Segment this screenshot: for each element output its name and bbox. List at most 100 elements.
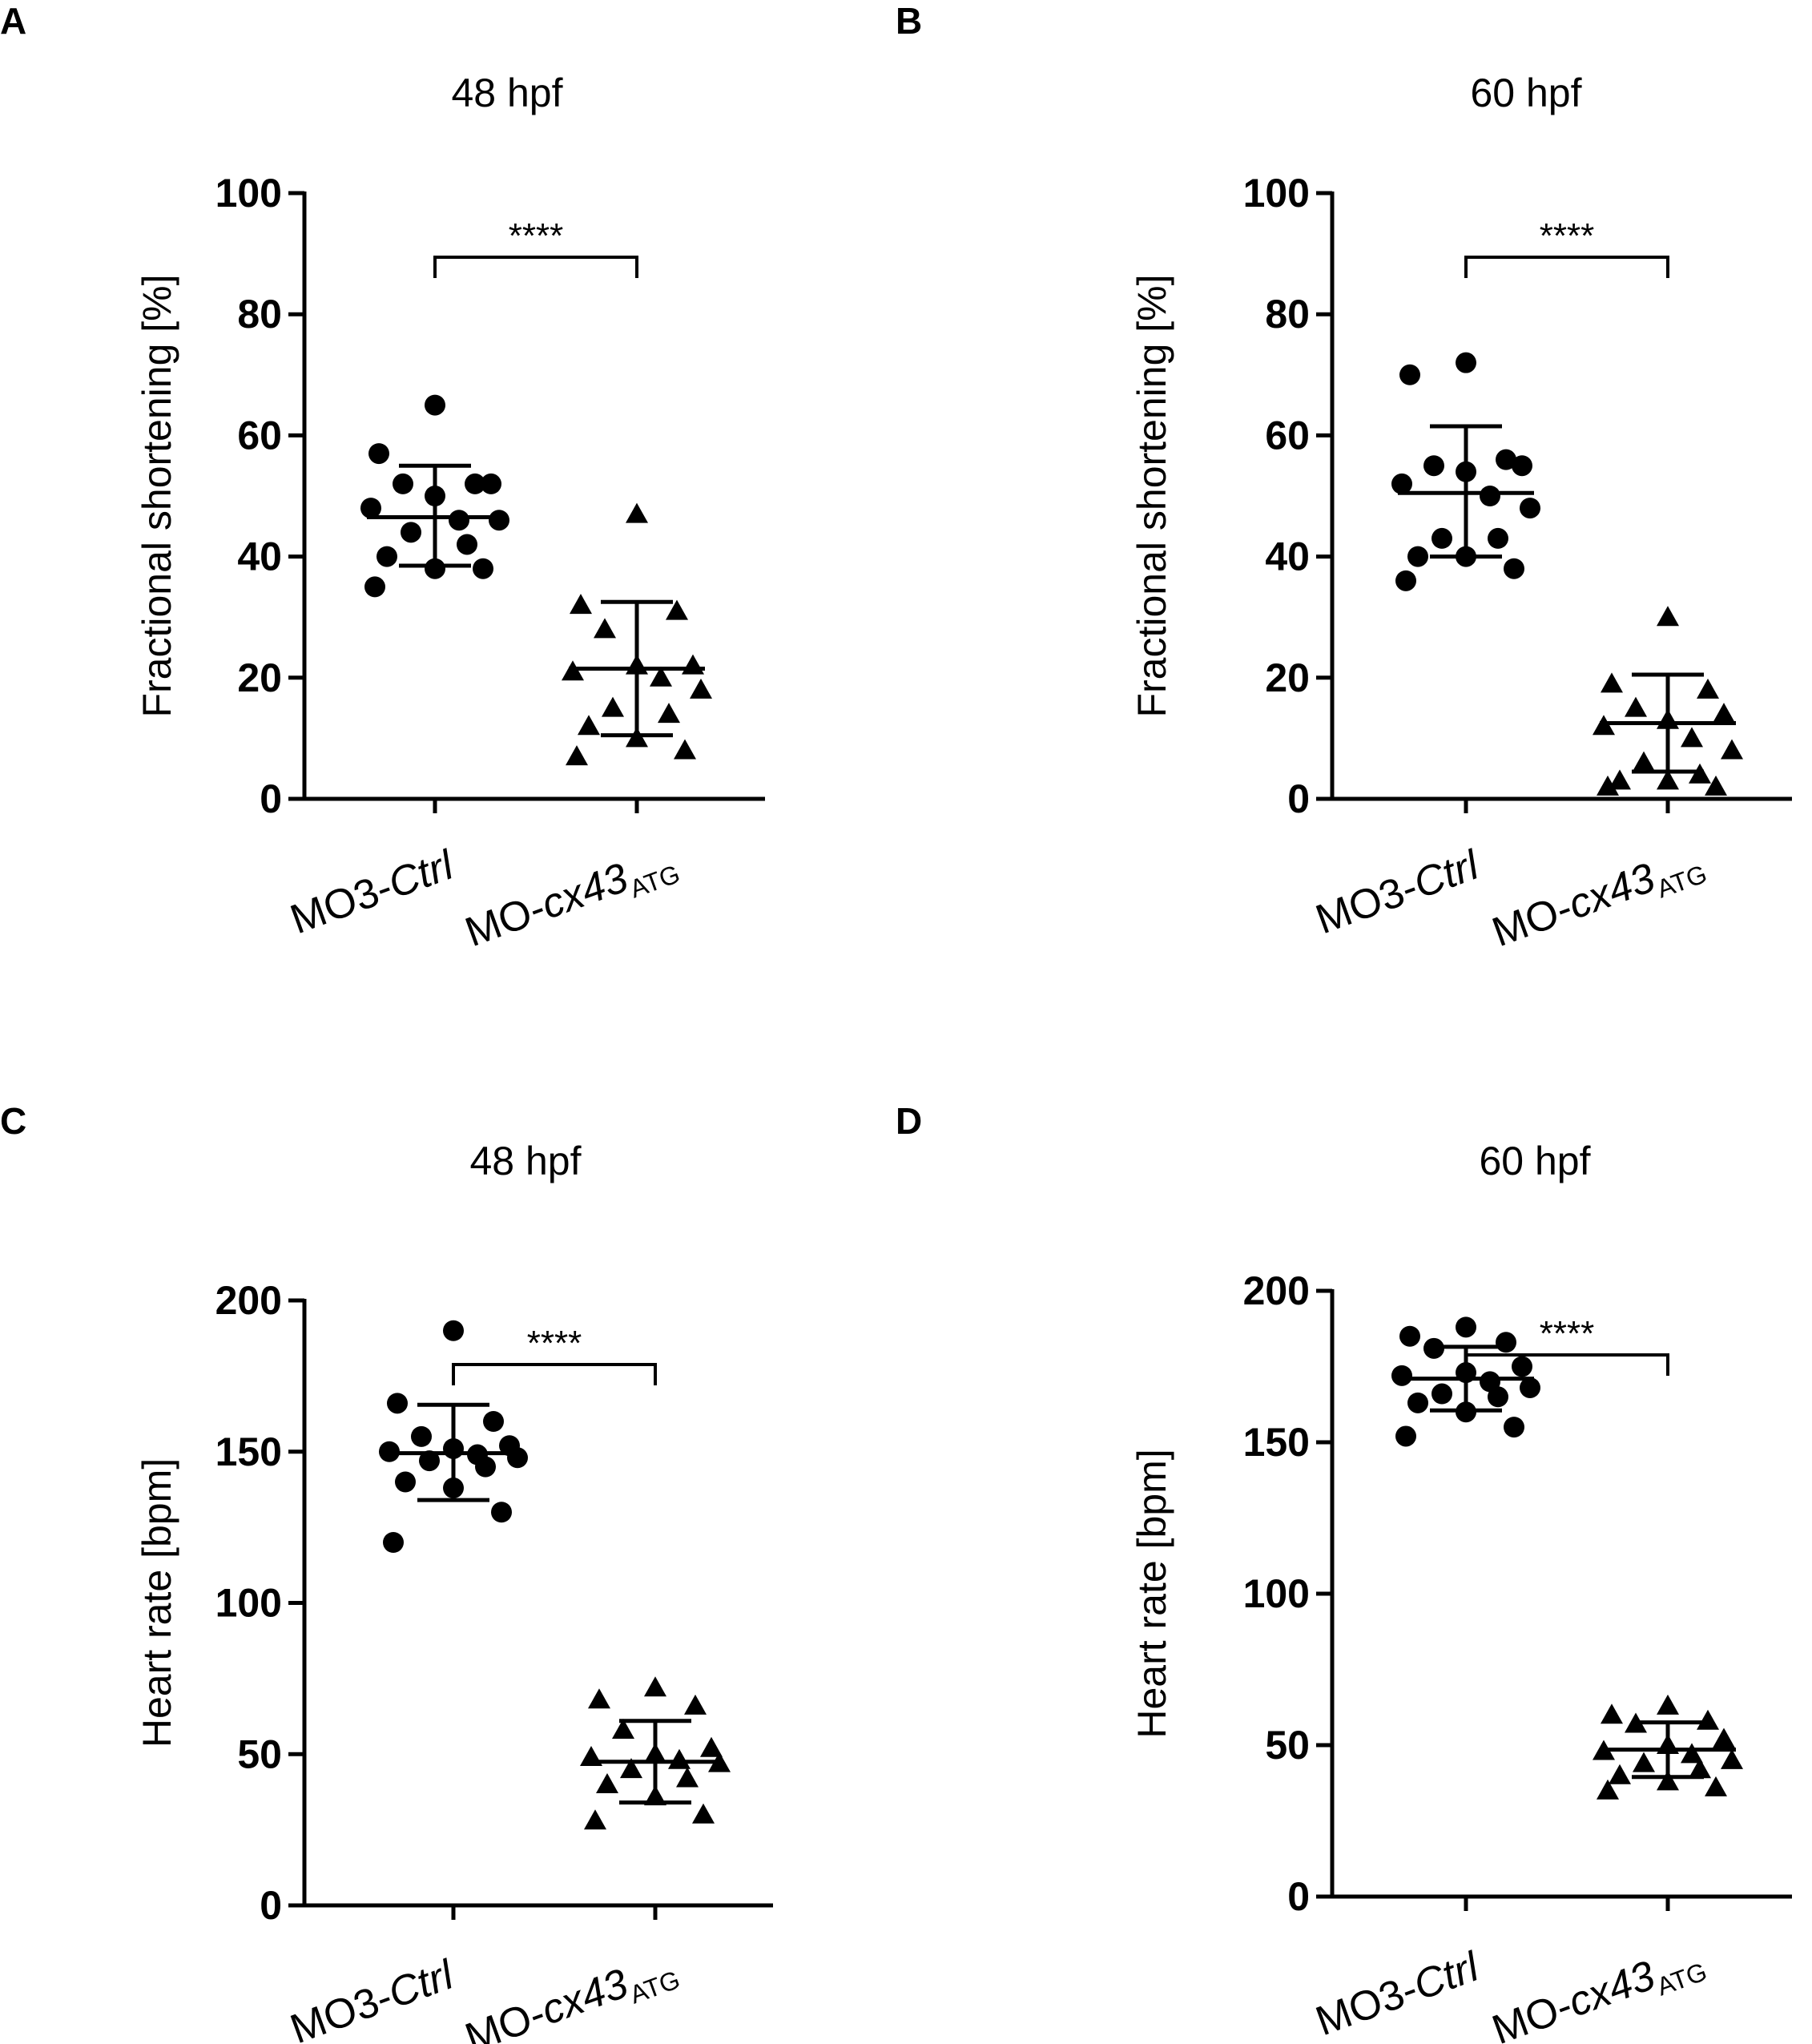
y-tick-label: 0 [260, 776, 282, 821]
data-point [1705, 775, 1727, 796]
data-point [1488, 1386, 1508, 1408]
data-point [690, 678, 712, 699]
panel-title: 48 hpf [451, 71, 562, 115]
data-point [666, 599, 688, 620]
data-point [578, 715, 600, 736]
data-point [395, 1471, 416, 1493]
series-triangle [1593, 606, 1743, 796]
y-axis-label: Heart rate [bpm] [1129, 1449, 1174, 1738]
data-point [449, 510, 469, 531]
data-point [650, 666, 672, 687]
y-tick-label: 0 [1287, 776, 1310, 821]
data-point [566, 745, 588, 766]
data-point [692, 1803, 715, 1824]
data-point [1705, 1776, 1727, 1796]
data-point [507, 1447, 528, 1469]
data-point [457, 534, 477, 555]
data-point [1713, 703, 1735, 724]
data-point [393, 473, 413, 494]
y-tick-label: 80 [1265, 292, 1310, 337]
data-point [1496, 449, 1516, 470]
data-point [626, 502, 648, 523]
data-point [383, 1532, 404, 1553]
category-label-gene: cx43 [1562, 855, 1661, 929]
category-label: MO3-Ctrl [284, 1951, 460, 2044]
data-point [443, 1320, 464, 1341]
panel-b: B 60 hpf 0 20 40 60 80 100 Fractional shortening… [896, 0, 1792, 956]
data-point [481, 473, 501, 494]
data-point [1512, 1356, 1532, 1377]
data-point [1480, 486, 1500, 506]
data-point [368, 443, 389, 465]
y-axis-label: Heart rate [bpm] [135, 1458, 179, 1748]
series-circle [379, 1320, 528, 1553]
y-tick-label: 150 [215, 1429, 282, 1474]
data-point [1713, 1728, 1735, 1748]
data-point [1407, 1392, 1428, 1413]
data-point [491, 1502, 512, 1523]
data-point [1395, 1425, 1416, 1447]
y-tick-label: 20 [237, 655, 282, 700]
category-label-subscript: ATG [1653, 1957, 1711, 2002]
data-point [1697, 1709, 1719, 1730]
data-point [1657, 606, 1679, 627]
category-label-subscript: ATG [1653, 859, 1711, 904]
y-tick-label: 40 [1265, 534, 1310, 579]
data-point [1601, 1703, 1623, 1724]
y-tick-label: 50 [237, 1732, 282, 1776]
data-point [1520, 498, 1540, 519]
data-point [644, 1676, 666, 1697]
y-tick-label: 0 [260, 1883, 282, 1928]
data-point [1456, 352, 1476, 373]
category-label-prefix: MO3- [284, 864, 398, 943]
series-triangle [562, 502, 712, 766]
data-point [1657, 1694, 1679, 1715]
data-point [668, 1748, 691, 1769]
data-point [425, 394, 445, 416]
category-label-gene: cx43 [535, 1961, 634, 2034]
data-point [419, 1450, 440, 1472]
data-point [1597, 1779, 1619, 1800]
y-tick-label: 20 [1265, 655, 1310, 700]
data-point [1423, 455, 1444, 477]
data-point [1609, 769, 1631, 790]
data-point [1697, 678, 1719, 699]
panel-d: D 60 hpf 0 50 100 150 200 Heart rate [bpm] MO3-C… [896, 1100, 1792, 2044]
data-point [1456, 1316, 1476, 1338]
significance-bracket [452, 1363, 657, 1385]
data-point [1488, 527, 1508, 549]
data-point [483, 1411, 504, 1432]
panel-letter: C [0, 1100, 26, 1142]
data-point [594, 618, 616, 639]
data-point [489, 510, 509, 531]
panel-title: 60 hpf [1470, 71, 1581, 115]
y-tick-label: 100 [215, 1581, 282, 1626]
category-label: MO-cx43ATG [459, 837, 683, 962]
data-point [612, 1719, 634, 1740]
data-point [1504, 558, 1524, 579]
data-point [1689, 1758, 1711, 1779]
y-tick-label: 60 [1265, 413, 1310, 458]
significance-bracket [1464, 1353, 1669, 1376]
category-label-prefix: MO- [1486, 885, 1578, 956]
panel-letter: A [0, 0, 26, 42]
y-tick-label: 40 [237, 534, 282, 579]
series-circle [1391, 352, 1540, 591]
data-point [401, 522, 421, 543]
data-point [411, 1425, 432, 1447]
category-label: MO3-Ctrl [1310, 841, 1485, 943]
series-triangle [1593, 1694, 1743, 1800]
data-point [1391, 1365, 1412, 1386]
data-point [1601, 672, 1623, 693]
significance-bracket [1464, 256, 1669, 278]
data-point [1496, 1332, 1516, 1353]
category-label: MO-cx43ATG [1486, 1935, 1710, 2044]
significance-label: **** [1540, 1314, 1595, 1353]
data-point [1657, 769, 1679, 790]
data-point [1625, 696, 1647, 717]
panel-c: C 48 hpf 0 50 100 150 200 Heart rate [bpm] MO3-C… [0, 1100, 773, 2044]
y-tick-label: 100 [215, 171, 282, 216]
category-label-gene: Ctrl [382, 1951, 460, 2018]
panel-a: A 48 hpf 0 20 40 60 80 100 Fractional shortening… [0, 0, 765, 962]
data-point [602, 696, 624, 717]
